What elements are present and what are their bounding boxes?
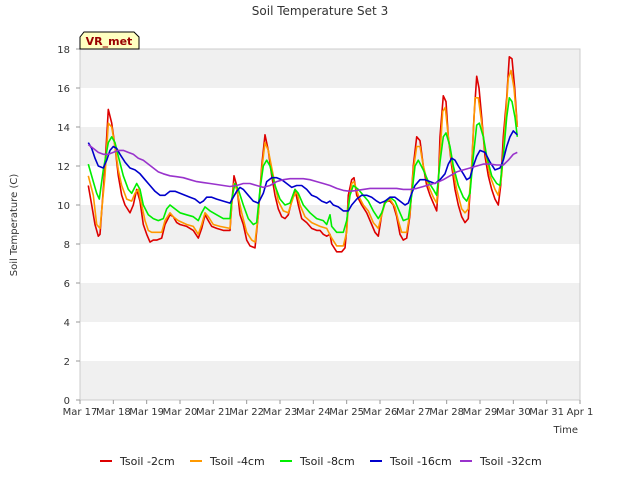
x-tick-label: Mar 17 <box>63 407 98 418</box>
x-tick-label: Apr 1 <box>567 407 594 418</box>
x-tick-label: Mar 26 <box>363 407 398 418</box>
y-tick-label: 6 <box>64 279 70 290</box>
x-tick-label: Mar 22 <box>229 407 264 418</box>
grid-band <box>80 361 580 400</box>
y-tick-label: 0 <box>64 396 70 407</box>
y-tick-label: 2 <box>64 357 70 368</box>
annotation-badge: VR_met <box>79 31 140 50</box>
annotation-badge-text: VR_met <box>86 35 133 48</box>
legend-label: Tsoil -8cm <box>299 455 355 468</box>
x-tick-label: Mar 27 <box>396 407 431 418</box>
y-axis-label: Soil Temperature (C) <box>9 174 20 277</box>
y-tick-label: 14 <box>57 123 70 134</box>
x-tick-label: Mar 23 <box>263 407 298 418</box>
y-tick-label: 8 <box>64 240 70 251</box>
series-line <box>87 130 518 212</box>
x-axis-label: Time <box>553 425 578 436</box>
x-tick-label: Mar 25 <box>329 407 364 418</box>
x-tick-label: Mar 20 <box>163 407 198 418</box>
y-axis-ticks: 0 2 4 6 8 10 12 14 16 18 <box>57 45 80 407</box>
legend-label: Tsoil -2cm <box>119 455 175 468</box>
x-tick-label: Mar 30 <box>496 407 531 418</box>
series-line <box>87 143 518 193</box>
annotation-badge-box <box>79 31 140 50</box>
background-bands <box>80 49 580 400</box>
x-tick-label: Mar 21 <box>196 407 231 418</box>
plot-area-frame <box>79 48 581 401</box>
x-tick-label: Mar 18 <box>96 407 131 418</box>
y-tick-label: 16 <box>57 84 70 95</box>
legend: Tsoil -2cm Tsoil -4cm Tsoil -8cm Tsoil -16c… <box>100 455 542 468</box>
legend-label: Tsoil -4cm <box>209 455 265 468</box>
y-tick-label: 4 <box>64 318 70 329</box>
legend-label: Tsoil -32cm <box>479 455 542 468</box>
series-lines <box>87 56 519 253</box>
legend-label: Tsoil -16cm <box>389 455 452 468</box>
chart-title: Soil Temperature Set 3 <box>252 4 388 18</box>
series-line <box>87 69 519 247</box>
x-tick-label: Mar 19 <box>129 407 164 418</box>
y-tick-label: 12 <box>57 162 70 173</box>
y-tick-label: 18 <box>57 45 70 56</box>
x-tick-label: Mar 29 <box>463 407 498 418</box>
x-tick-label: Mar 31 <box>529 407 564 418</box>
series-line <box>87 56 519 253</box>
x-tick-label: Mar 24 <box>296 407 331 418</box>
grid-band <box>80 49 580 88</box>
x-tick-label: Mar 28 <box>429 407 464 418</box>
y-tick-label: 10 <box>57 201 70 212</box>
grid-band <box>80 283 580 322</box>
series-line <box>87 97 519 234</box>
grid-band <box>80 127 580 166</box>
